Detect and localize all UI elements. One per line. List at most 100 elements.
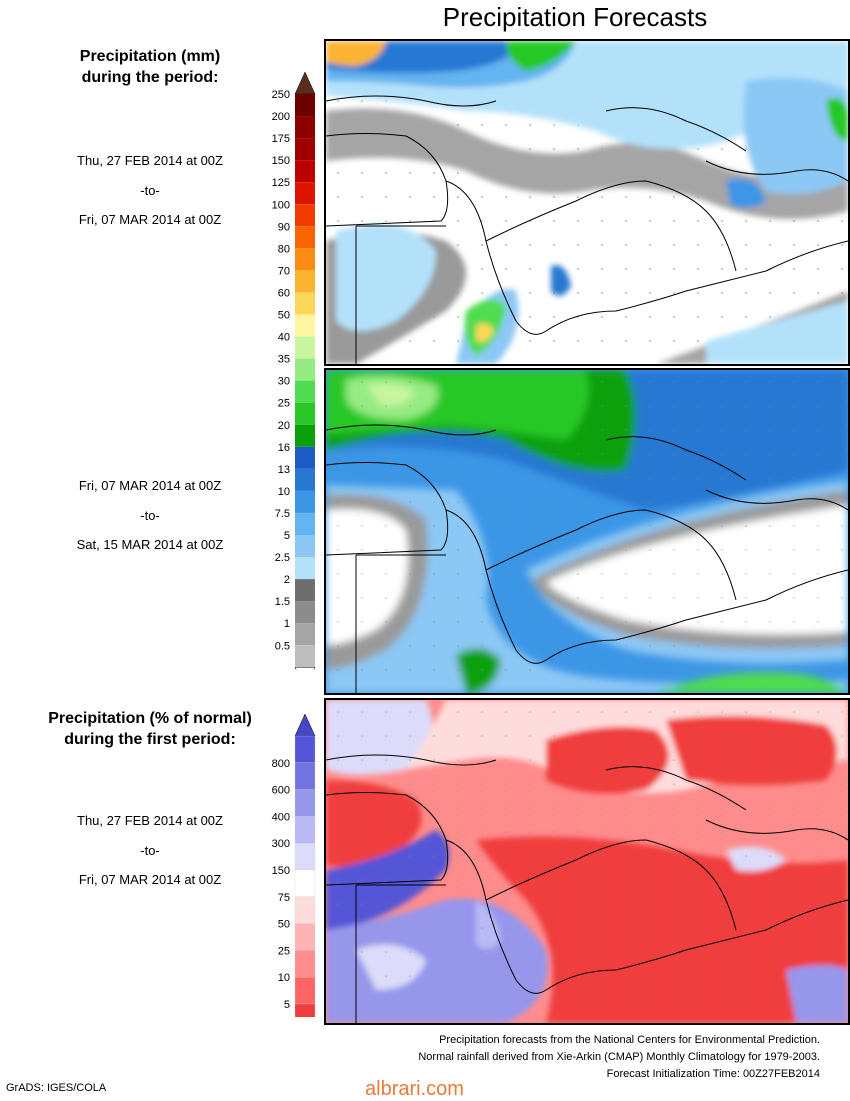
colorbar-tick-label: 80 <box>278 243 290 255</box>
colorbar-cell <box>294 1003 316 1017</box>
period1-separator: -to- <box>140 183 160 198</box>
colorbar-cell <box>295 446 315 469</box>
colorbar-tick-label: 13 <box>278 464 290 476</box>
colorbar-tick-label: 75 <box>278 892 290 904</box>
colorbar-tick-label: 300 <box>272 838 290 850</box>
colorbar-tick-label: 16 <box>278 442 290 454</box>
colorbar-tick-label: 40 <box>278 332 290 344</box>
colorbar-tick-label: 10 <box>278 486 290 498</box>
colorbar-tick-label: 10 <box>278 972 290 984</box>
colorbar-cell <box>295 402 315 425</box>
colorbar-cell <box>294 923 316 951</box>
colorbar-tick-label: 60 <box>278 287 290 299</box>
footer-source-line: Precipitation forecasts from the Nationa… <box>439 1034 820 1046</box>
colorbar-tick-label: 150 <box>272 865 290 877</box>
colorbar-tick-label: 1 <box>284 618 290 630</box>
colorbar-tick-label: 20 <box>278 420 290 432</box>
colorbar-tick-label: 7.5 <box>275 508 290 520</box>
colorbar-cell <box>295 292 315 315</box>
period2-start: Fri, 07 MAR 2014 at 00Z <box>78 478 222 493</box>
colorbar-cell <box>294 950 316 978</box>
colorbar-cell <box>295 226 315 249</box>
colorbar-cell <box>295 490 315 513</box>
footer-climatology-line: Normal rainfall derived from Xie-Arkin (… <box>418 1051 820 1063</box>
colorbar-tick-label: 150 <box>272 155 290 167</box>
period1-end: Fri, 07 MAR 2014 at 00Z <box>78 212 222 227</box>
colorbar-cell <box>294 789 316 817</box>
forecast-map-period1 <box>324 39 850 366</box>
colorbar-tick-label: 5 <box>284 999 290 1011</box>
colorbar-cell <box>295 160 315 183</box>
colorbar-tick-label: 35 <box>278 354 290 366</box>
colorbar-cell <box>295 358 315 381</box>
percent-normal-colorbar: 800 600 400 300 150 75 50 25 10 5 <box>272 713 316 1017</box>
colorbar-tick-label: 2.5 <box>275 552 290 564</box>
colorbar-tick-label: 2 <box>284 574 290 586</box>
colorbar-cell <box>295 579 315 602</box>
footer-init-time-line: Forecast Initialization Time: 00Z27FEB20… <box>606 1068 820 1080</box>
colorbar-tick-label: 25 <box>278 945 290 957</box>
colorbar-cell <box>295 204 315 227</box>
colorbar-tick-label: 30 <box>278 376 290 388</box>
period2-end: Sat, 15 MAR 2014 at 00Z <box>76 537 224 552</box>
colorbar-top-arrow <box>294 71 316 95</box>
precip-mm-heading: Precipitation (mm) during the period: <box>40 46 260 88</box>
colorbar-cell <box>295 314 315 337</box>
colorbar-cell <box>295 116 315 139</box>
colorbar-cell <box>295 94 315 117</box>
colorbar-cell <box>295 535 315 558</box>
period3-end: Fri, 07 MAR 2014 at 00Z <box>78 872 222 887</box>
colorbar-tick-label: 1.5 <box>275 596 290 608</box>
colorbar-cell <box>295 645 315 668</box>
grads-credit: GrADS: IGES/COLA <box>6 1082 107 1094</box>
colorbar-cell <box>295 623 315 646</box>
colorbar-cell <box>295 424 315 447</box>
percent-normal-heading-line1: Precipitation (% of normal) <box>48 710 252 727</box>
colorbar-bottom-arrow <box>294 667 316 670</box>
colorbar-cell <box>295 512 315 535</box>
colorbar-tick-label: 5 <box>284 530 290 542</box>
colorbar-cell <box>294 977 316 1005</box>
colorbar-tick-label: 0.5 <box>275 640 290 652</box>
percent-normal-heading-line2: during the first period: <box>64 731 236 748</box>
colorbar-tick-label: 100 <box>272 199 290 211</box>
colorbar-tick-label: 400 <box>272 811 290 823</box>
period3-start: Thu, 27 FEB 2014 at 00Z <box>77 813 223 828</box>
colorbar-cell <box>295 138 315 161</box>
period3-separator: -to- <box>140 843 160 858</box>
colorbar-tick-label: 250 <box>272 89 290 101</box>
colorbar-top-arrow <box>294 713 316 737</box>
colorbar-cell <box>294 816 316 844</box>
colorbar-cell <box>295 270 315 293</box>
precip-mm-heading-line1: Precipitation (mm) <box>79 48 221 65</box>
page-title: Precipitation Forecasts <box>442 2 708 32</box>
colorbar-tick-label: 90 <box>278 221 290 233</box>
colorbar-cell <box>295 248 315 271</box>
colorbar-tick-label: 600 <box>272 785 290 797</box>
colorbar-cell <box>295 336 315 359</box>
colorbar-tick-label: 200 <box>272 111 290 123</box>
colorbar-cell <box>294 843 316 871</box>
colorbar-cell <box>295 380 315 403</box>
colorbar-cell <box>294 869 316 897</box>
period2-separator: -to- <box>140 508 160 523</box>
colorbar-tick-label: 50 <box>278 919 290 931</box>
colorbar-tick-label: 70 <box>278 265 290 277</box>
colorbar-tick-label: 175 <box>272 133 290 145</box>
percent-normal-map <box>324 698 850 1025</box>
colorbar-tick-label: 800 <box>272 758 290 770</box>
percent-normal-heading: Precipitation (% of normal) during the f… <box>20 708 280 750</box>
watermark: albrari.com <box>365 1078 464 1100</box>
period1-start: Thu, 27 FEB 2014 at 00Z <box>77 153 223 168</box>
colorbar-tick-label: 50 <box>278 310 290 322</box>
precip-mm-heading-line2: during the period: <box>81 69 219 86</box>
colorbar-cell <box>294 762 316 790</box>
precip-mm-colorbar: 2502001751501251009080706050403530252016… <box>272 71 316 670</box>
colorbar-tick-label: 125 <box>272 177 290 189</box>
colorbar-cell <box>294 896 316 924</box>
colorbar-tick-label: 25 <box>278 398 290 410</box>
colorbar-cell <box>294 735 316 763</box>
colorbar-cell <box>295 557 315 580</box>
forecast-map-period2 <box>324 368 850 695</box>
colorbar-cell <box>295 182 315 205</box>
